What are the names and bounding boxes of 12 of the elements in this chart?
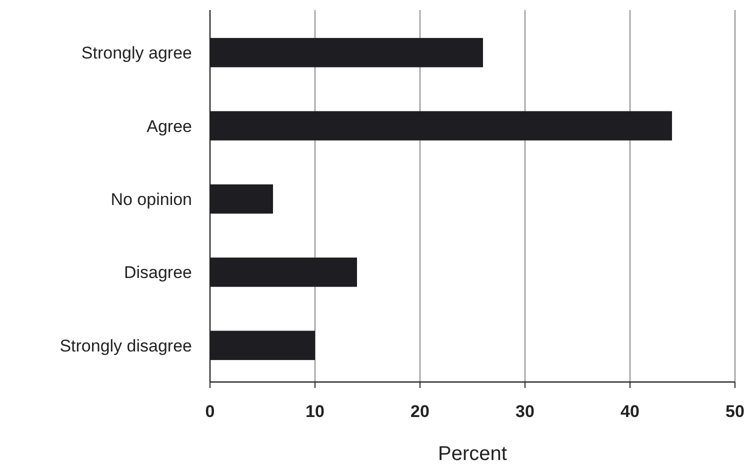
x-tick-label: 10 [306, 402, 324, 421]
x-axis-title: Percent [438, 443, 508, 465]
x-tick-label: 50 [726, 402, 744, 421]
y-tick-label: Strongly agree [81, 44, 192, 63]
y-tick-label: Disagree [124, 263, 192, 282]
y-tick-label: No opinion [110, 190, 192, 209]
x-tick-label: 20 [410, 402, 430, 421]
x-tick-label: 40 [620, 402, 640, 421]
x-tick-label: 0 [205, 402, 215, 421]
y-tick-label: Strongly disagree [60, 336, 192, 356]
y-tick-label: Agree [146, 116, 192, 136]
x-tick-label: 30 [516, 402, 534, 421]
